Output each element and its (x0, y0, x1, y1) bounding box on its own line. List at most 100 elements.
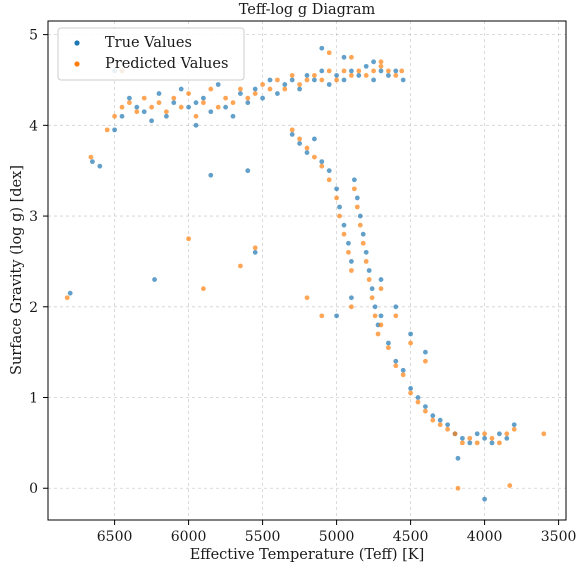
data-point (104, 127, 110, 133)
data-point (134, 104, 140, 110)
data-point (312, 73, 317, 78)
x-tick-label: 4000 (467, 529, 503, 545)
data-point (415, 395, 421, 400)
y-tick-label: 3 (29, 209, 38, 225)
data-point (378, 59, 384, 65)
series-true-values (67, 45, 517, 502)
data-point (238, 86, 243, 92)
data-point (341, 222, 347, 228)
data-point (90, 159, 95, 165)
data-point (149, 104, 155, 110)
data-point (378, 63, 384, 69)
data-point (201, 286, 206, 292)
data-point (349, 73, 354, 78)
x-tick-label: 3500 (541, 529, 577, 545)
data-point (360, 231, 366, 237)
data-point (119, 113, 125, 119)
data-point (341, 54, 347, 60)
data-point (430, 413, 436, 419)
data-point (193, 113, 199, 119)
data-point (430, 417, 436, 423)
x-tick-label: 6000 (171, 529, 207, 545)
data-point (369, 295, 375, 301)
data-point (351, 177, 357, 183)
data-point (360, 240, 366, 246)
data-point (297, 86, 302, 92)
data-point (223, 104, 229, 110)
data-point (67, 290, 73, 296)
data-point (399, 68, 405, 74)
data-point (386, 340, 391, 346)
data-point (504, 435, 510, 441)
data-point (337, 204, 342, 210)
data-point (408, 386, 413, 391)
data-point (386, 68, 391, 74)
data-point (152, 277, 157, 282)
data-point (186, 104, 192, 110)
data-point (393, 363, 399, 369)
data-point (304, 73, 310, 78)
data-point (275, 91, 280, 96)
data-point (156, 100, 162, 106)
legend-marker-true (74, 40, 80, 46)
data-point (178, 86, 184, 92)
data-point (260, 82, 265, 87)
y-axis-label: Surface Gravity (log g) [dex] (9, 165, 25, 375)
data-point (97, 163, 103, 169)
data-point (363, 63, 369, 69)
data-point (346, 240, 351, 246)
data-point (408, 340, 413, 346)
data-point (282, 82, 288, 87)
x-tick-label: 4500 (393, 529, 429, 545)
data-point (260, 95, 265, 101)
data-point (482, 435, 487, 441)
data-point (319, 77, 325, 83)
data-point (319, 68, 325, 74)
data-point (297, 141, 302, 146)
data-point (378, 277, 384, 282)
data-point (378, 286, 384, 292)
data-point (357, 222, 363, 228)
data-point (400, 367, 406, 373)
data-point (126, 95, 132, 101)
data-point (341, 68, 347, 74)
data-point (208, 86, 214, 92)
data-point (341, 231, 347, 237)
data-point (126, 100, 132, 106)
data-point (455, 455, 461, 461)
data-point (186, 236, 192, 242)
data-point (349, 68, 354, 74)
data-point (178, 104, 184, 110)
data-point (349, 268, 354, 273)
data-point (363, 259, 369, 264)
data-point (354, 204, 360, 210)
data-point (319, 163, 325, 169)
data-point (378, 68, 384, 74)
data-point (326, 177, 332, 183)
legend: True Values Predicted Values (57, 27, 245, 81)
data-point (467, 435, 473, 441)
data-point (349, 54, 354, 60)
data-point (408, 390, 413, 396)
data-point (363, 249, 369, 255)
plot-frame (47, 20, 567, 521)
x-tick-label: 6500 (97, 529, 133, 545)
data-point (134, 109, 140, 115)
y-tick-label: 5 (29, 28, 38, 44)
data-point (497, 431, 502, 437)
data-point (319, 313, 325, 319)
data-point (366, 277, 372, 282)
data-point (337, 213, 342, 219)
data-point (319, 45, 325, 51)
data-point (223, 95, 229, 101)
data-point (141, 95, 147, 101)
data-point (467, 440, 473, 446)
data-point (208, 172, 214, 178)
data-point (372, 304, 378, 310)
data-point (304, 295, 310, 301)
data-point (245, 95, 251, 101)
data-point (356, 68, 362, 74)
data-point (201, 95, 206, 101)
data-point (112, 113, 117, 119)
